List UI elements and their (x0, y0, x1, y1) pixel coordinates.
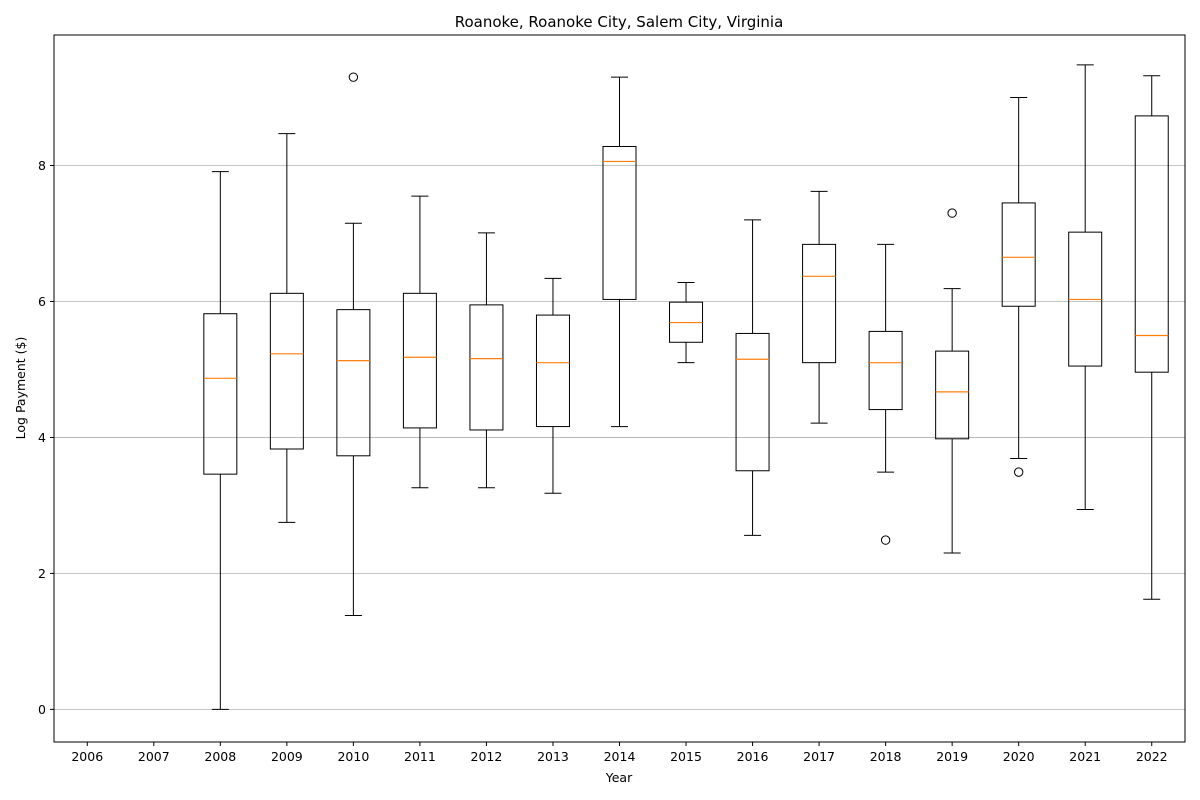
box-2020 (1001, 97, 1036, 477)
y-axis-ticks: 0 2 4 6 8 (38, 158, 54, 717)
x-tick-label: 2018 (870, 749, 902, 764)
box-iqr (535, 314, 570, 428)
x-tick-label: 2021 (1069, 749, 1101, 764)
x-tick-label: 2010 (337, 749, 369, 764)
box-iqr (469, 304, 504, 431)
y-tick-label: 6 (38, 294, 46, 309)
box-iqr (402, 292, 437, 429)
x-tick-label: 2020 (1003, 749, 1035, 764)
x-tick-label: 2008 (204, 749, 236, 764)
x-tick-label: 2016 (737, 749, 769, 764)
x-tick-label: 2009 (271, 749, 303, 764)
box-2019 (935, 208, 970, 554)
box-iqr (802, 243, 837, 364)
x-tick-label: 2013 (537, 749, 569, 764)
outlier-point (1013, 467, 1024, 477)
y-tick-label: 8 (38, 158, 46, 173)
y-tick-label: 0 (38, 702, 46, 717)
box-2008 (203, 171, 238, 710)
outlier-point (880, 535, 891, 545)
box-iqr (602, 145, 637, 300)
x-tick-label: 2007 (138, 749, 170, 764)
x-axis-ticks: 2006 2007 2008 2009 2010 2011 2012 2013 2014 2015… (71, 742, 1168, 764)
box-iqr (1001, 202, 1036, 307)
x-tick-label: 2015 (670, 749, 702, 764)
outlier-point (348, 72, 359, 82)
box-2014 (602, 76, 637, 428)
x-tick-label: 2019 (936, 749, 968, 764)
box-iqr (269, 292, 304, 450)
box-iqr (868, 330, 903, 411)
box-iqr (1134, 115, 1169, 373)
box-2022 (1134, 75, 1169, 600)
y-axis-label: Log Payment ($) (13, 337, 28, 440)
box-2009 (269, 133, 304, 523)
x-tick-label: 2022 (1136, 749, 1168, 764)
box-iqr (935, 350, 970, 440)
grid-lines (54, 165, 1185, 710)
box-2013 (535, 277, 570, 494)
box-2017 (802, 190, 837, 424)
box-iqr (336, 309, 371, 457)
box-iqr (735, 332, 770, 472)
box-2012 (469, 232, 504, 489)
chart-title: Roanoke, Roanoke City, Salem City, Virgi… (455, 13, 784, 31)
y-tick-label: 2 (38, 566, 46, 581)
outlier-point (947, 208, 957, 218)
box-2015 (669, 281, 704, 364)
x-tick-label: 2017 (803, 749, 835, 764)
box-2018 (868, 243, 903, 545)
x-axis-label: Year (605, 770, 633, 785)
box-2021 (1068, 64, 1103, 511)
x-tick-label: 2006 (71, 749, 103, 764)
y-tick-label: 4 (38, 430, 46, 445)
box-2016 (735, 219, 770, 536)
box-series (203, 64, 1169, 710)
box-2011 (402, 195, 437, 489)
box-iqr (203, 313, 238, 475)
x-tick-label: 2014 (604, 749, 636, 764)
x-tick-label: 2011 (404, 749, 436, 764)
x-tick-label: 2012 (471, 749, 503, 764)
box-2010 (336, 72, 371, 617)
